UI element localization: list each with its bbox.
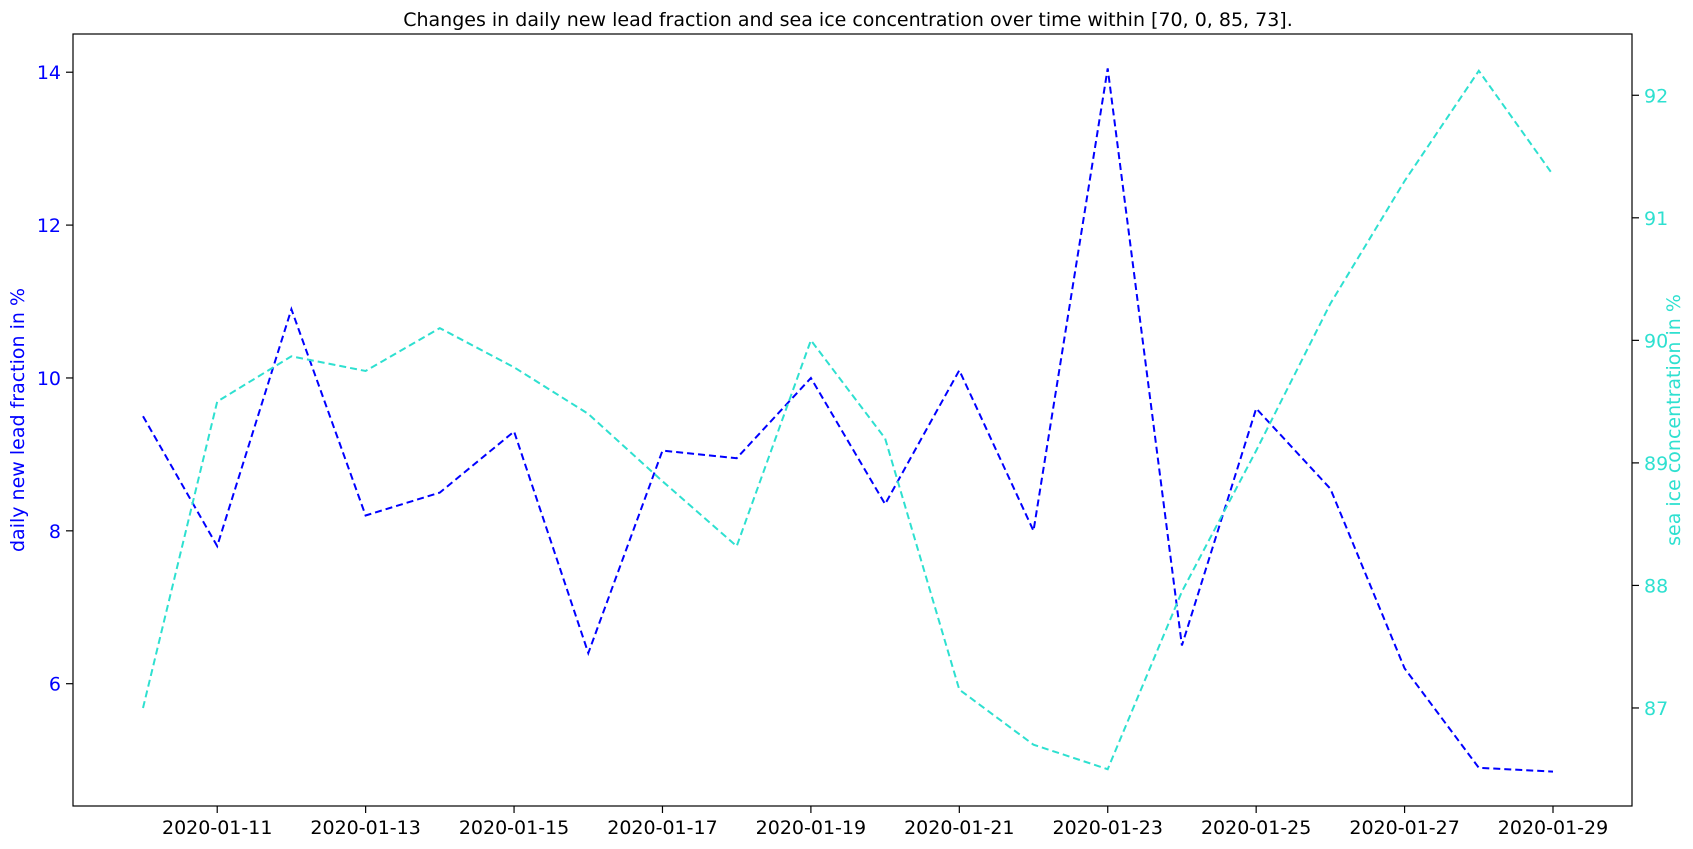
x-tick-label: 2020-01-29	[1498, 817, 1608, 839]
x-tick-label: 2020-01-17	[607, 817, 717, 839]
y-right-tick-label: 90	[1644, 330, 1668, 352]
series-lines	[142, 68, 1554, 773]
y-right-tick-label: 92	[1644, 85, 1668, 107]
y-right-tick-label: 89	[1644, 453, 1668, 475]
y-axis-label-right: sea ice concentration in %	[1663, 294, 1685, 546]
x-tick-label: 2020-01-25	[1201, 817, 1311, 839]
x-tick-label: 2020-01-11	[162, 817, 272, 839]
y-right-tick-label: 91	[1644, 208, 1668, 230]
y-right-tick-label: 87	[1644, 698, 1668, 720]
chart-title: Changes in daily new lead fraction and s…	[403, 9, 1293, 31]
y-left-tick-label: 12	[37, 215, 61, 237]
series-line-right	[142, 69, 1554, 771]
x-tick-label: 2020-01-13	[310, 817, 420, 839]
series-line-left	[142, 68, 1554, 773]
x-tick-label: 2020-01-27	[1349, 817, 1459, 839]
y-left-tick-label: 6	[49, 674, 61, 696]
x-tick-label: 2020-01-21	[904, 817, 1014, 839]
y-right-tick-label: 88	[1644, 575, 1668, 597]
x-tick-label: 2020-01-23	[1053, 817, 1163, 839]
plot-frame	[72, 33, 1633, 807]
y-left-tick-label: 10	[37, 368, 61, 390]
y-axis-label-left: daily new lead fraction in %	[7, 288, 29, 552]
y-left-tick-label: 14	[37, 62, 61, 84]
x-tick-label: 2020-01-19	[756, 817, 866, 839]
y-left-tick-label: 8	[49, 521, 61, 543]
x-tick-label: 2020-01-15	[459, 817, 569, 839]
axis-ticks: 2020-01-11 2020-01-13 2020-01-15 2020-01-17…	[37, 62, 1668, 839]
